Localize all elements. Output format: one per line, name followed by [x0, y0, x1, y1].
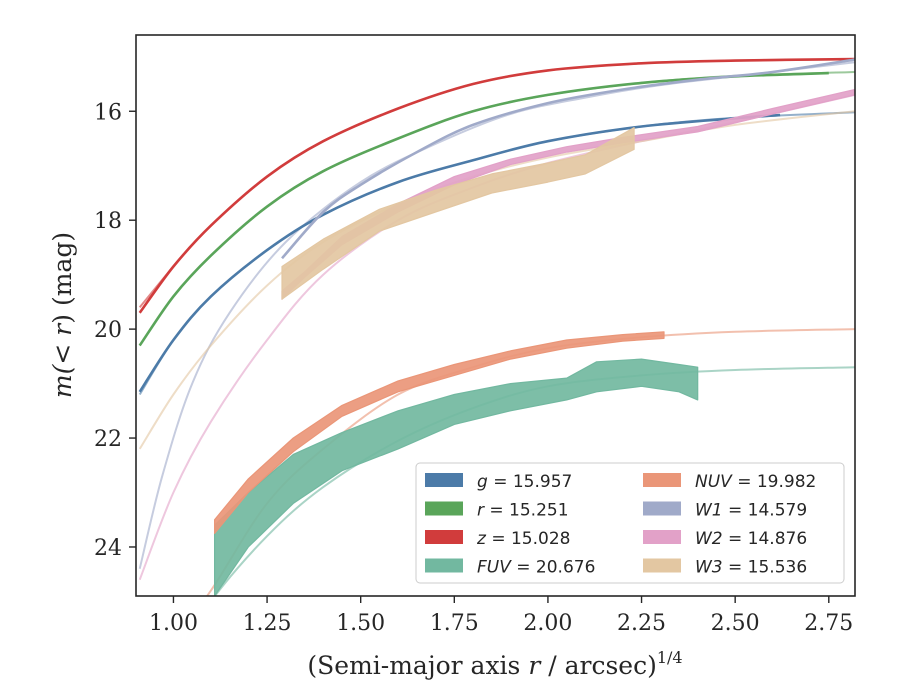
y-tick-label: 24 [94, 536, 122, 561]
data-band-fuv [214, 358, 699, 596]
x-tick-label: 2.00 [523, 611, 572, 636]
data-band-r [138, 71, 829, 347]
legend-label-w1: W1 = 14.579 [695, 501, 807, 521]
x-axis-label: (Semi-major axis r / arcsec)1/4 [307, 648, 682, 680]
legend-swatch-fuv [425, 558, 463, 573]
plot-frame [135, 34, 856, 597]
x-tick-label: 2.50 [711, 611, 760, 636]
legend-swatch-r [425, 501, 463, 516]
plot-area [138, 57, 855, 596]
legend: g = 15.957 r = 15.251 z = 15.028 FUV = 20.6… [415, 462, 845, 584]
legend-swatch-g [425, 473, 463, 487]
data-band-g [138, 113, 781, 393]
y-axis-label: m(< r) (mag) [48, 232, 77, 398]
x-tick-label: 1.50 [336, 611, 385, 636]
legend-label-nuv: NUV = 19.982 [695, 472, 816, 492]
legend-label-w3: W3 = 15.536 [695, 558, 807, 578]
legend-swatch-w3 [643, 558, 681, 573]
legend-frame [415, 462, 845, 584]
x-tick-label: 1.00 [149, 611, 198, 636]
x-tick-label: 2.75 [804, 611, 853, 636]
legend-label-g: g = 15.957 [477, 472, 572, 492]
legend-swatch-w1 [643, 501, 681, 516]
data-band-w1 [281, 58, 855, 260]
data-band-w3 [281, 127, 635, 300]
legend-label-z: z = 15.028 [476, 529, 570, 549]
legend-swatch-w2 [643, 530, 681, 544]
x-tick-label: 1.25 [243, 611, 292, 636]
model-curve-nuv [205, 328, 855, 596]
y-tick-label: 16 [94, 100, 122, 125]
x-tick-label: 1.75 [430, 611, 479, 636]
legend-label-fuv: FUV = 20.676 [477, 558, 595, 578]
data-bands [138, 57, 855, 596]
y-tick-label: 18 [94, 209, 122, 234]
y-axis-ticks: 16 18 20 22 24 [94, 100, 136, 561]
data-band-nuv [214, 331, 665, 534]
legend-label-r: r = 15.251 [477, 501, 569, 521]
legend-swatch-nuv [643, 473, 681, 487]
x-axis-ticks: 1.00 1.25 1.50 1.75 2.00 2.25 2.50 2.75 [149, 596, 853, 636]
y-tick-label: 22 [94, 427, 122, 452]
x-tick-label: 2.25 [617, 611, 666, 636]
legend-swatch-z [425, 530, 463, 544]
data-band-z [138, 57, 855, 314]
legend-label-w2: W2 = 14.876 [695, 529, 807, 549]
y-tick-label: 20 [94, 318, 122, 343]
